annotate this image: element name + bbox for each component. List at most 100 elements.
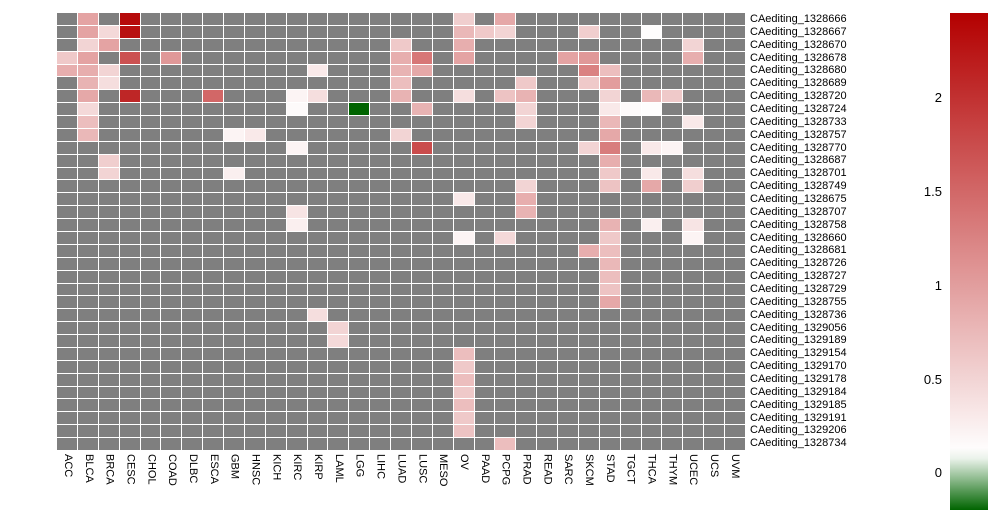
heatmap-cell bbox=[286, 257, 307, 270]
heatmap-cell bbox=[328, 425, 349, 438]
heatmap-cell bbox=[224, 296, 244, 309]
heatmap-cell bbox=[599, 103, 620, 116]
heatmap-cell bbox=[370, 38, 391, 51]
heatmap-cell bbox=[599, 335, 620, 347]
heatmap-cell bbox=[411, 154, 432, 167]
heatmap-cell bbox=[265, 180, 286, 193]
heatmap-cell bbox=[203, 373, 224, 386]
heatmap-cell bbox=[662, 77, 683, 90]
heatmap-cell bbox=[286, 103, 307, 116]
heatmap-cell bbox=[432, 103, 453, 116]
heatmap-cell bbox=[119, 128, 140, 141]
heatmap-cell bbox=[453, 206, 474, 219]
heatmap-cell bbox=[119, 270, 140, 283]
heatmap-cell bbox=[620, 270, 641, 283]
column-label: LUSC bbox=[416, 454, 429, 484]
heatmap-cell bbox=[349, 283, 370, 296]
heatmap-cell bbox=[307, 219, 328, 231]
heatmap-cell bbox=[161, 103, 182, 116]
heatmap-cell bbox=[725, 38, 745, 51]
heatmap-cell bbox=[77, 373, 98, 386]
heatmap-cell bbox=[307, 425, 328, 438]
heatmap-cell bbox=[620, 386, 641, 399]
heatmap-cell bbox=[203, 244, 224, 257]
heatmap-cell bbox=[432, 386, 453, 399]
heatmap-cell bbox=[77, 64, 98, 77]
heatmap-cell bbox=[725, 270, 745, 283]
heatmap-cell bbox=[286, 116, 307, 128]
heatmap-cell bbox=[683, 244, 704, 257]
heatmap-cell bbox=[224, 90, 244, 103]
heatmap-cell bbox=[558, 322, 578, 335]
heatmap-cell bbox=[57, 399, 77, 412]
heatmap-cell bbox=[474, 103, 495, 116]
heatmap-cell bbox=[432, 270, 453, 283]
heatmap-cell bbox=[140, 25, 161, 38]
heatmap-cell bbox=[391, 283, 411, 296]
heatmap-cell bbox=[599, 38, 620, 51]
heatmap-cell bbox=[599, 116, 620, 128]
heatmap-cell bbox=[328, 77, 349, 90]
heatmap-cell bbox=[662, 64, 683, 77]
row-label: CAediting_1329170 bbox=[750, 360, 847, 373]
heatmap-cell bbox=[140, 412, 161, 425]
heatmap-cell bbox=[516, 51, 537, 64]
heatmap-cell bbox=[599, 128, 620, 141]
row-label: CAediting_1328689 bbox=[750, 77, 847, 90]
heatmap-cell bbox=[370, 231, 391, 244]
heatmap-cell bbox=[704, 141, 725, 154]
heatmap-cell bbox=[77, 399, 98, 412]
column-label: COAD bbox=[166, 454, 179, 486]
heatmap-cell bbox=[599, 219, 620, 231]
heatmap-cell bbox=[349, 270, 370, 283]
heatmap-cell bbox=[349, 438, 370, 450]
heatmap-cell bbox=[725, 257, 745, 270]
heatmap-cell bbox=[140, 322, 161, 335]
heatmap-cell bbox=[328, 283, 349, 296]
heatmap-cell bbox=[704, 103, 725, 116]
heatmap-cell bbox=[140, 244, 161, 257]
heatmap-cell bbox=[265, 90, 286, 103]
heatmap-cell bbox=[203, 25, 224, 38]
heatmap-cell bbox=[683, 154, 704, 167]
heatmap-cell bbox=[411, 206, 432, 219]
row-label: CAediting_1328667 bbox=[750, 25, 847, 38]
heatmap-cell bbox=[77, 25, 98, 38]
heatmap-cell bbox=[411, 296, 432, 309]
heatmap-cell bbox=[704, 412, 725, 425]
heatmap-cell bbox=[98, 116, 119, 128]
heatmap-cell bbox=[370, 244, 391, 257]
heatmap-cell bbox=[57, 25, 77, 38]
heatmap-cell bbox=[558, 103, 578, 116]
row-label: CAediting_1328727 bbox=[750, 270, 847, 283]
heatmap-cell bbox=[370, 13, 391, 25]
heatmap-cell bbox=[620, 412, 641, 425]
heatmap-cell bbox=[558, 386, 578, 399]
heatmap-cell bbox=[119, 347, 140, 360]
heatmap-cell bbox=[495, 347, 516, 360]
heatmap-cell bbox=[474, 13, 495, 25]
heatmap-cell bbox=[578, 335, 599, 347]
heatmap-cell bbox=[495, 154, 516, 167]
column-label: LGG bbox=[353, 454, 366, 478]
heatmap-cell bbox=[224, 231, 244, 244]
heatmap-cell bbox=[683, 51, 704, 64]
heatmap-cell bbox=[411, 128, 432, 141]
heatmap-cell bbox=[224, 38, 244, 51]
heatmap-cell bbox=[98, 386, 119, 399]
heatmap-cell bbox=[516, 270, 537, 283]
heatmap-cell bbox=[328, 244, 349, 257]
heatmap-cell bbox=[370, 270, 391, 283]
heatmap-cell bbox=[161, 154, 182, 167]
heatmap-cell bbox=[286, 154, 307, 167]
heatmap-cell bbox=[599, 399, 620, 412]
heatmap-cell bbox=[286, 219, 307, 231]
heatmap-cell bbox=[57, 425, 77, 438]
heatmap-cell bbox=[474, 347, 495, 360]
heatmap-cell bbox=[641, 116, 662, 128]
heatmap-cell bbox=[495, 425, 516, 438]
heatmap-cell bbox=[57, 116, 77, 128]
heatmap-cell bbox=[558, 399, 578, 412]
heatmap-cell bbox=[683, 38, 704, 51]
heatmap-cell bbox=[620, 219, 641, 231]
